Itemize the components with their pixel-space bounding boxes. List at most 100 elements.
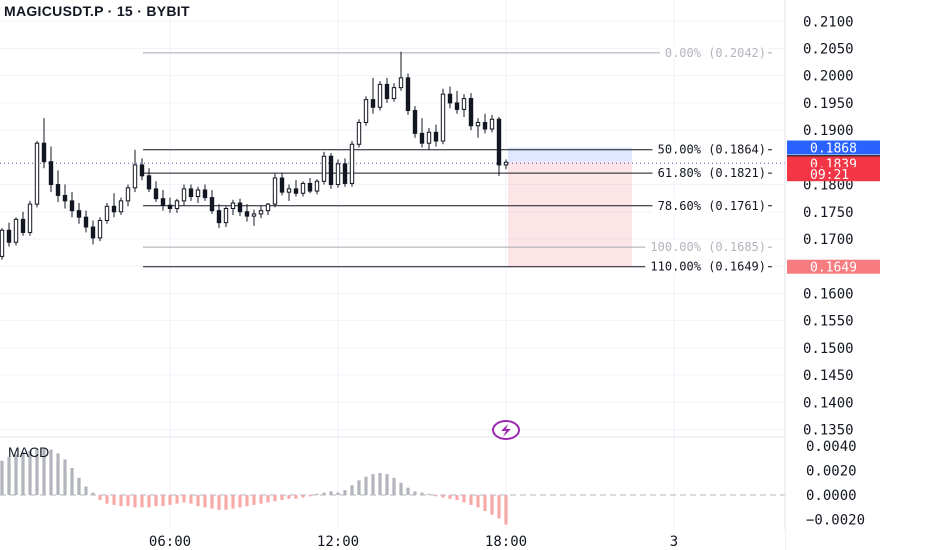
fib-level-label: 50.00% (0.1864): [658, 143, 766, 157]
fibonacci-retracement[interactable]: 0.00% (0.2042) 50.00% (0.1864) 61.80% (0.1…: [143, 45, 772, 274]
macd-bar: [462, 495, 466, 503]
candle-body: [468, 98, 474, 127]
price-tick-label: 0.1350: [803, 422, 854, 438]
position-tool[interactable]: [508, 147, 632, 267]
candle-body: [188, 188, 194, 198]
candle-body: [272, 177, 278, 205]
candle-body: [265, 203, 271, 212]
candle-body: [111, 205, 117, 213]
candle-body: [349, 143, 355, 184]
candle-body: [34, 142, 40, 205]
price-tag: [787, 140, 880, 155]
fib-label-bg: [659, 45, 768, 60]
macd-bar: [56, 453, 60, 496]
price-tag: [787, 259, 880, 274]
candle-body: [195, 189, 201, 198]
candle-body: [167, 204, 173, 209]
price-tick-label: 0.1900: [803, 123, 854, 139]
time-tick-label: 06:00: [149, 534, 191, 550]
macd-bar: [77, 477, 81, 496]
macd-bar: [98, 495, 102, 500]
target-zone: [508, 147, 632, 163]
macd-tick-label: 0.0020: [806, 463, 857, 479]
candle-body: [314, 180, 320, 192]
macd-bar: [91, 492, 95, 496]
candle-body: [48, 161, 54, 186]
macd-bar: [406, 487, 410, 496]
candle-body: [503, 161, 509, 166]
candle-body: [440, 93, 446, 142]
candle-body: [496, 118, 502, 166]
candlesticks: [0, 51, 509, 260]
macd-bar: [448, 495, 452, 499]
macd-bar: [196, 495, 200, 507]
candle-body: [412, 110, 418, 134]
stop-zone: [508, 162, 632, 267]
macd-bar: [266, 495, 270, 503]
time-tick-label: 12:00: [317, 534, 359, 550]
candle-body: [370, 99, 376, 108]
macd-bar: [378, 472, 382, 496]
macd-bar: [84, 486, 88, 496]
macd-bar: [70, 468, 74, 496]
candle-body: [342, 163, 348, 184]
lightning-badge[interactable]: [492, 420, 520, 440]
price-tick-label: 0.2000: [803, 69, 854, 85]
macd-bar: [483, 495, 487, 512]
candle-body: [76, 210, 82, 218]
candle-body: [398, 77, 404, 89]
time-axis-bg: [0, 530, 785, 550]
candle-body: [328, 155, 334, 186]
price-tick-label: 0.1800: [803, 178, 854, 194]
macd-bar: [147, 495, 151, 508]
macd-tick-label: −0.0020: [806, 513, 865, 529]
macd-bar: [497, 495, 501, 519]
macd-bar: [203, 495, 207, 508]
macd-bar: [63, 459, 67, 496]
price-tick-label: 0.1550: [803, 314, 854, 330]
fib-label-bg: [645, 240, 768, 255]
candle-body: [293, 188, 299, 194]
macd-bar: [21, 452, 25, 496]
macd-bar: [420, 492, 424, 496]
macd-bar: [224, 495, 228, 510]
macd-bar: [273, 495, 277, 502]
candle-body: [41, 142, 47, 163]
macd-tick-label: 0.0040: [806, 439, 857, 455]
macd-bar: [42, 448, 46, 496]
macd-bar: [168, 495, 172, 505]
candle-body: [132, 164, 138, 189]
price-tick-label: 0.1950: [803, 96, 854, 112]
candle-body: [209, 197, 215, 212]
candle-body: [13, 218, 19, 243]
candle-body: [230, 202, 236, 209]
candle-body: [461, 98, 467, 110]
candle-body: [426, 131, 432, 144]
time-tick-label: 18:00: [485, 534, 527, 550]
price-tick-label: 0.1600: [803, 286, 854, 302]
macd-bar: [154, 495, 158, 507]
macd-bar: [49, 449, 53, 496]
candle-body: [363, 99, 369, 123]
candle-body: [244, 211, 250, 217]
macd-bar: [315, 493, 319, 496]
price-axis[interactable]: 0.2100 0.2050 0.2000 0.1950 0.1900 0.1800 0.17…: [784, 0, 932, 550]
macd-bar: [455, 495, 459, 500]
candle-body: [146, 175, 152, 190]
candle-body: [55, 184, 61, 196]
price-tick-label: 0.1750: [803, 205, 854, 221]
macd-bar: [119, 495, 123, 507]
macd-bar: [287, 495, 291, 499]
macd-bar: [301, 495, 305, 498]
candle-body: [237, 202, 243, 213]
candle-body: [300, 182, 306, 194]
candle-body: [447, 93, 453, 104]
macd-bar: [7, 456, 11, 496]
price-tick-label: 0.1450: [803, 368, 854, 384]
price-axis-bg: [785, 0, 932, 550]
fib-label-bg: [652, 198, 768, 213]
fib-level-label: 110.00% (0.1649): [650, 260, 766, 274]
candle-body: [202, 189, 208, 199]
